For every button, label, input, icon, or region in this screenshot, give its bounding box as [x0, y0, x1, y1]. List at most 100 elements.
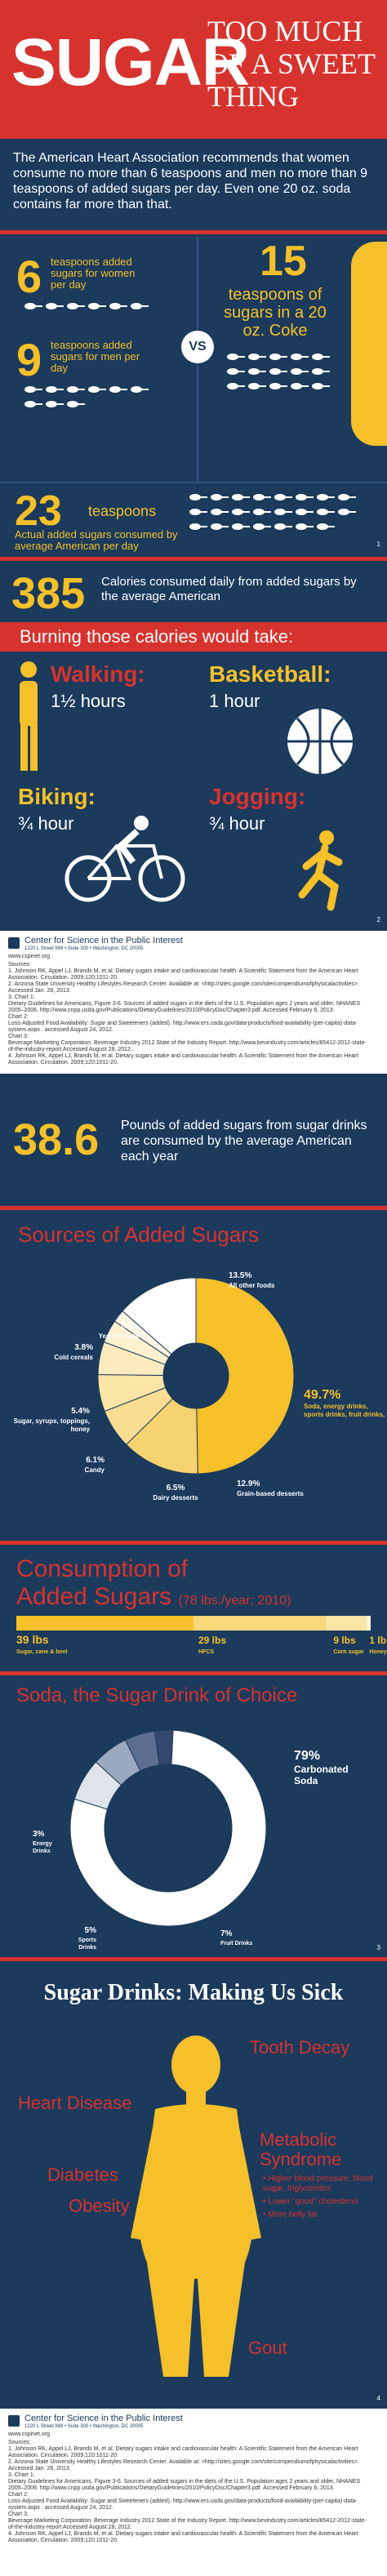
- source-line: 1. Johnson RK, Appel LJ, Brands M, et al…: [8, 2446, 358, 2458]
- tooth-label: Tooth Decay: [250, 2037, 350, 2058]
- burn-title: Burning those calories would take:: [20, 626, 294, 647]
- teaspoon-icon: [131, 303, 149, 309]
- metabolic-item: • Lower “good” cholesterol: [263, 2197, 358, 2206]
- section-rule: [0, 482, 387, 483]
- teaspoon-icon: [253, 509, 271, 515]
- source-line: 2. Arizona State University Healthy Life…: [8, 2459, 359, 2471]
- slice-label: Candy: [85, 1466, 105, 1474]
- teaspoon-icon: [109, 386, 127, 393]
- biking-label: Biking:: [18, 784, 96, 809]
- source-line: 2. Arizona State University Healthy Life…: [8, 981, 359, 994]
- teaspoon-icon: [253, 494, 271, 501]
- diabetes-label: Diabetes: [47, 2164, 118, 2185]
- slice-label: Fruit Drinks: [220, 1941, 252, 1946]
- slice-label: Drinks: [78, 1945, 96, 1951]
- slice-percent: 6.1%: [86, 1456, 105, 1465]
- teaspoon-icon: [88, 303, 106, 309]
- teaspoon-icon: [312, 383, 330, 389]
- bar-segment: [366, 1616, 371, 1631]
- gout-label: Gout: [248, 2338, 287, 2358]
- divider: [0, 1541, 387, 1545]
- source-line: Chart 3:: [8, 2511, 29, 2517]
- men-spoons: [24, 384, 163, 413]
- source-line: Loss-Adjusted Food Availability: Sugar a…: [8, 2498, 358, 2511]
- pounds-section: 38.6 Pounds of added sugars from sugar d…: [0, 1074, 387, 1204]
- teaspoon-icon: [67, 303, 85, 309]
- basketball-time: 1 hour: [209, 691, 260, 711]
- pie-slice: [122, 1277, 197, 1355]
- calories-label: Calories consumed daily from added sugar…: [101, 575, 357, 603]
- cspi-logo-icon: [8, 2415, 20, 2427]
- source-line: Sources:: [8, 2440, 31, 2445]
- vs-text: VS: [189, 340, 207, 354]
- avg-unit: teaspoons: [88, 503, 157, 519]
- heart-label: Heart Disease: [18, 2093, 132, 2113]
- source-line: Dietary Guidelines for Americans, Figure…: [8, 2479, 361, 2491]
- slice-percent: 3.8%: [74, 1343, 93, 1352]
- divider: [0, 1957, 387, 1961]
- bar-segment: [194, 1616, 326, 1631]
- slice-label: Dairy desserts: [153, 1494, 198, 1502]
- teaspoon-icon: [211, 494, 229, 501]
- intro: The American Heart Association recommend…: [0, 139, 387, 229]
- slice-label: honey: [70, 1426, 90, 1433]
- men-value: 9: [16, 334, 42, 385]
- men-label: teaspoons added sugars for men per day: [51, 339, 140, 374]
- teaspoon-icon: [317, 494, 335, 501]
- slice-label: Yeast breads: [99, 1332, 140, 1340]
- slice-percent: 49.7%: [304, 1388, 340, 1402]
- slice-label: Sugar, syrups, toppings,: [14, 1417, 90, 1425]
- teaspoon-icon: [232, 494, 250, 501]
- slice-label: Soda, energy drinks,: [304, 1403, 368, 1410]
- slice-percent: 6%: [162, 1910, 174, 1919]
- subtitle-line: THING: [207, 80, 299, 113]
- source-line: 4. Johnson RK, Appel LJ, Brands M, et al…: [8, 2531, 358, 2543]
- bar-label: HFCS: [198, 1649, 214, 1655]
- teaspoon-icon: [227, 354, 245, 360]
- teaspoon-icon: [46, 401, 64, 407]
- source-line: Beverage Marketing Corporation. Beverage…: [8, 2518, 367, 2530]
- divider: [0, 1206, 387, 1210]
- bar-segment: [16, 1616, 194, 1631]
- metabolic-item: • Higher blood pressure, blood sugar, tr…: [263, 2174, 373, 2193]
- slice-percent: 5%: [85, 1926, 97, 1935]
- source-line: 4. Johnson RK, Appel LJ, Brands M, et al…: [8, 1053, 358, 1066]
- teaspoon-icon: [211, 523, 229, 530]
- pounds-label: Pounds of added sugars from sugar drinks…: [121, 1119, 367, 1163]
- intro-text: The American Heart Association recommend…: [13, 151, 368, 211]
- slice-label: Grain-based desserts: [237, 1490, 304, 1497]
- consumption-bar-chart: 39 lbs Sugar, cane & beet 29 lbs HFCS 9 lbs C…: [16, 1616, 387, 1655]
- pie-slice: [195, 1277, 295, 1475]
- header: SUGAR TOO MUCH OF A SWEET THING: [0, 0, 387, 139]
- consumption-subtitle: (78 lbs./year; 2010): [178, 1594, 291, 1608]
- coke-spoons: [227, 351, 341, 395]
- slice-percent: 6.5%: [167, 1484, 185, 1493]
- divider: [0, 230, 387, 234]
- metabolic-list: • Higher blood pressure, blood sugar, tr…: [263, 2174, 377, 2220]
- teaspoon-icon: [189, 494, 207, 501]
- teaspoon-icon: [189, 523, 207, 530]
- jogger-icon: [298, 830, 343, 911]
- header-subtitle: TOO MUCH OF A SWEET THING: [207, 15, 376, 113]
- body-silhouette-icon: [131, 2035, 261, 2377]
- teaspoon-icon: [24, 303, 42, 309]
- teaspoon-icon: [211, 509, 229, 515]
- bar-label: Honey: [369, 1649, 387, 1655]
- subtitle-line: OF A SWEET: [207, 47, 376, 80]
- sources-pie-chart: 49.7%Soda, energy drinks,sports drinks, …: [14, 1271, 387, 1502]
- teaspoon-icon: [46, 303, 64, 309]
- teaspoon-icon: [88, 386, 106, 393]
- calories-value: 385: [11, 569, 86, 618]
- burn-bar: Burning those calories would take:: [0, 622, 387, 652]
- teaspoon-icon: [109, 303, 127, 309]
- consumption-section: Consumption of Added Sugars (78 lbs./yea…: [0, 1547, 387, 1670]
- teaspoon-icon: [248, 383, 266, 389]
- source-line: 1. Johnson RK, Appel LJ, Brands M, et al…: [8, 968, 358, 981]
- women-label: teaspoons added sugars for women per day: [51, 256, 136, 291]
- source-line: Beverage Marketing Corporation. Beverage…: [8, 1040, 367, 1052]
- teaspoon-icon: [274, 523, 292, 530]
- source-line: 3. Chart 1:: [8, 994, 35, 1000]
- cspi-logo-icon: [8, 937, 20, 949]
- biking-time: ¾ hour: [18, 813, 74, 834]
